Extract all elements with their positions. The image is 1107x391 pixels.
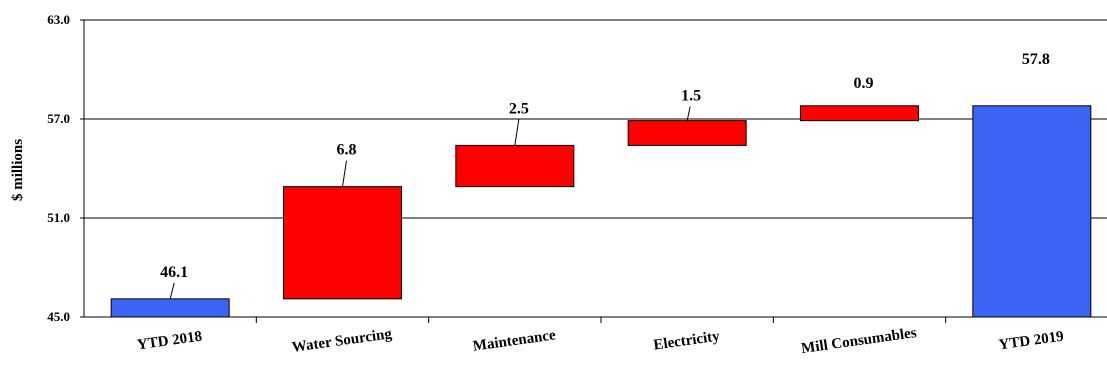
bar-ytd-2019 (972, 105, 1092, 318)
y-tick-label: 45.0 (47, 309, 70, 324)
bar-maintenance (455, 144, 575, 188)
bar-electricity (627, 120, 747, 146)
y-tick-label: 51.0 (47, 210, 70, 225)
data-label: 0.9 (854, 75, 874, 92)
gridlines (84, 19, 1107, 219)
bars (110, 105, 1092, 318)
bar-mill-consumables (800, 105, 919, 122)
category-labels: YTD 2018 Water Sourcing Maintenance Electri… (136, 325, 1065, 357)
label-leader-line (514, 119, 520, 146)
label-leader-line (686, 106, 691, 121)
data-labels: 46.1 6.8 2.5 1.5 0.9 57.8 (160, 51, 1050, 281)
x-tick-marks (255, 317, 947, 323)
category-label: Electricity (653, 328, 722, 353)
data-label: 6.8 (337, 142, 357, 159)
y-tick-label: 63.0 (47, 12, 70, 27)
category-label: Mill Consumables (800, 325, 918, 357)
data-label: 46.1 (160, 264, 188, 281)
bar-ytd-2018 (110, 298, 230, 318)
axes (83, 20, 1107, 318)
label-leader-line (342, 160, 347, 187)
data-label: 57.8 (1022, 51, 1050, 68)
data-label: 1.5 (681, 88, 701, 105)
bar-water-sourcing (283, 186, 402, 300)
data-label: 2.5 (509, 100, 529, 117)
category-label: YTD 2018 (136, 329, 203, 354)
category-label: YTD 2019 (998, 329, 1065, 354)
y-tick-labels: 45.0 51.0 57.0 63.0 (47, 12, 84, 324)
category-label: Maintenance (472, 327, 557, 354)
y-axis-title: $ millions (10, 139, 26, 201)
category-label: Water Sourcing (291, 326, 393, 356)
label-leader-line (169, 282, 175, 299)
label-leader-lines (169, 106, 691, 299)
y-tick-label: 57.0 (47, 111, 70, 126)
